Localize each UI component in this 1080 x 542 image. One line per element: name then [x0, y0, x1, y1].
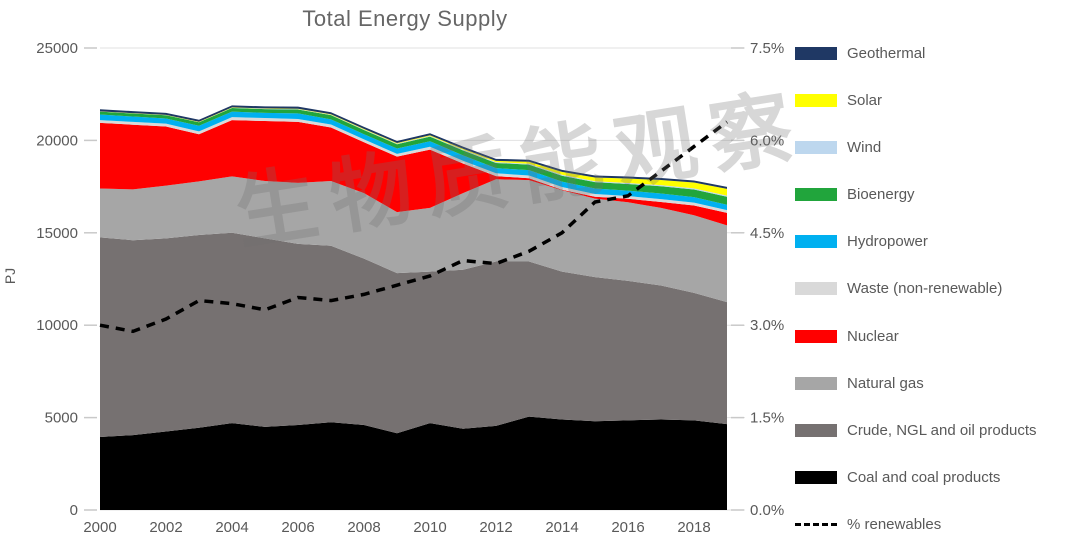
legend-color-swatch	[795, 140, 837, 154]
right-axis-tick-label: 7.5%	[750, 40, 784, 57]
right-axis-tick-label: 4.5%	[750, 225, 784, 242]
legend-item-geothermal: Geothermal	[795, 42, 1037, 64]
renewables-percent-line	[99, 120, 729, 334]
legend-item-wind: Wind	[795, 136, 1037, 158]
legend-item-label: Crude, NGL and oil products	[847, 422, 1037, 439]
x-axis-tick-label: 2016	[611, 519, 644, 536]
left-axis-tick-label: 5000	[45, 410, 78, 427]
legend-item-bioenergy: Bioenergy	[795, 184, 1037, 206]
chart-title: Total Energy Supply	[302, 6, 508, 31]
legend-item-label: Solar	[847, 91, 883, 109]
legend-color-swatch	[795, 235, 837, 249]
legend-item-label: Wind	[847, 138, 882, 156]
legend-item-solar: Solar	[795, 89, 1037, 111]
left-axis-tick-label: 20000	[36, 132, 78, 149]
legend-item-label: Coal and coal products	[847, 469, 1001, 487]
right-axis-tick-label: 3.0%	[750, 317, 784, 334]
legend-item-hydropower: Hydropower	[795, 231, 1037, 253]
x-axis-tick-label: 2002	[149, 519, 182, 536]
legend-color-swatch	[795, 93, 837, 107]
right-axis-tick-label: 0.0%	[750, 502, 784, 519]
x-axis-tick-label: 2018	[677, 519, 710, 536]
legend-item-label: Natural gas	[847, 374, 924, 392]
area-bioenergy	[100, 107, 727, 205]
legend-item-crude-ngl-oil: Crude, NGL and oil products	[795, 420, 1037, 442]
legend-item-nuclear: Nuclear	[795, 325, 1037, 347]
x-axis-tick-label: 2006	[281, 519, 314, 536]
legend-color-swatch	[795, 376, 837, 390]
left-axis-tick-label: 10000	[36, 317, 78, 334]
x-axis-tick-label: 2014	[545, 519, 578, 536]
legend-color-swatch	[795, 471, 837, 485]
legend-item-waste-non-renewable: Waste (non-renewable)	[795, 278, 1037, 300]
legend-item-coal: Coal and coal products	[795, 467, 1037, 489]
legend-item-label: Waste (non-renewable)	[847, 280, 1003, 298]
area-crude-ngl-and-oil-products	[100, 232, 727, 438]
legend-item-pct-renewables: % renewables	[795, 514, 1037, 536]
x-axis-tick-label: 2008	[347, 519, 380, 536]
legend-item-label: Geothermal	[847, 44, 926, 62]
legend-color-swatch	[795, 46, 837, 60]
legend-dashed-line-swatch	[795, 523, 837, 527]
x-axis-tick-label: 2000	[83, 519, 116, 536]
legend-item-natural-gas: Natural gas	[795, 372, 1037, 394]
legend-item-label: % renewables	[847, 516, 942, 534]
left-axis-tick-label: 25000	[36, 40, 78, 57]
x-axis-tick-label: 2012	[479, 519, 512, 536]
area-solar	[100, 107, 727, 196]
legend-color-swatch	[795, 329, 837, 343]
legend-color-swatch	[795, 282, 837, 296]
area-natural-gas	[100, 176, 727, 303]
chart-legend: Geothermal Solar Wind Bioenergy Hydropower Wa…	[795, 42, 1037, 536]
right-axis-tick-label: 1.5%	[750, 410, 784, 427]
area-waste-non-renewable	[100, 117, 727, 213]
legend-item-label: Hydropower	[847, 233, 928, 251]
legend-color-swatch	[795, 424, 837, 437]
left-axis-tick-label: 0	[70, 502, 78, 519]
area-hydropower	[100, 111, 727, 211]
legend-color-swatch	[795, 188, 837, 202]
area-coal-and-coal-products	[100, 416, 727, 510]
x-axis-tick-label: 2004	[215, 519, 248, 536]
legend-item-label: Nuclear	[847, 327, 899, 345]
x-axis-tick-label: 2010	[413, 519, 446, 536]
area-nuclear	[100, 120, 727, 226]
right-axis-tick-label: 6.0%	[750, 132, 784, 149]
area-geothermal	[100, 105, 727, 189]
legend-item-label: Bioenergy	[847, 186, 915, 204]
left-axis-tick-label: 15000	[36, 225, 78, 242]
